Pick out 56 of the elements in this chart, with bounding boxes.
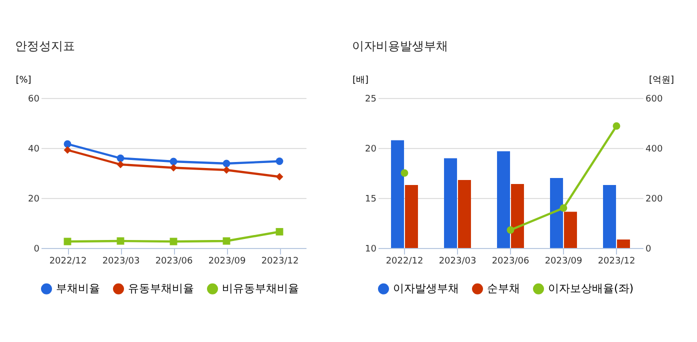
bar <box>510 184 524 248</box>
x-tick-label: 2022/12 <box>49 256 87 266</box>
point <box>170 158 178 166</box>
x-tick-label: 2023/03 <box>438 256 476 266</box>
legend-label: 순부채 <box>487 282 520 295</box>
legend-label: 비유동부채비율 <box>222 282 299 295</box>
point <box>64 146 72 154</box>
y2-tick-label: 400 <box>646 144 663 154</box>
y-tick-label: 20 <box>365 144 377 154</box>
point <box>612 122 620 130</box>
point <box>116 160 124 168</box>
x-tick-label: 2023/09 <box>544 256 582 266</box>
x-tick-label: 2023/09 <box>208 256 246 266</box>
y-tick-label: 15 <box>365 194 376 204</box>
point <box>506 226 514 234</box>
y-tick-label: 10 <box>365 244 377 254</box>
y-tick-label: 0 <box>34 244 40 254</box>
x-tick-label: 2022/12 <box>386 256 424 266</box>
legend-label: 유동부채비율 <box>128 282 194 295</box>
y-axis-title: [%] <box>16 76 32 86</box>
point <box>64 140 72 148</box>
point <box>116 154 124 162</box>
point <box>276 158 284 165</box>
y-tick-label: 40 <box>28 144 40 154</box>
y-tick-label: 25 <box>365 94 376 104</box>
bar <box>497 151 510 248</box>
point <box>400 169 408 177</box>
y2-tick-label: 0 <box>646 244 652 254</box>
x-tick-label: 2023/06 <box>492 256 530 266</box>
legend-label: 이자발생부채 <box>393 282 459 295</box>
chart-title: 이자비용발생부채 <box>352 39 448 53</box>
y2-tick-label: 600 <box>646 94 663 104</box>
x-tick-label: 2023/06 <box>155 256 193 266</box>
bar <box>616 240 630 248</box>
bar <box>550 178 564 248</box>
point <box>560 204 568 212</box>
y-axis-title: [배] <box>352 76 369 86</box>
bar <box>444 158 458 248</box>
bar <box>458 180 471 248</box>
y-tick-label: 60 <box>28 94 40 104</box>
y2-axis-title: [억원] <box>648 76 674 86</box>
x-tick-label: 2023/12 <box>598 256 636 266</box>
bar <box>564 212 577 248</box>
point <box>222 166 230 174</box>
y-tick-label: 20 <box>28 194 40 204</box>
bar <box>391 140 404 248</box>
legend-label: 부채비율 <box>56 282 100 295</box>
x-tick-label: 2023/12 <box>261 256 299 266</box>
y2-tick-label: 200 <box>646 194 663 204</box>
bar <box>603 185 616 248</box>
legend-label: 이자보상배율(좌) <box>548 282 634 295</box>
bar <box>404 185 418 248</box>
x-tick-label: 2023/03 <box>102 256 140 266</box>
point <box>276 228 284 236</box>
chart-title: 안정성지표 <box>15 39 76 53</box>
point <box>222 160 230 168</box>
